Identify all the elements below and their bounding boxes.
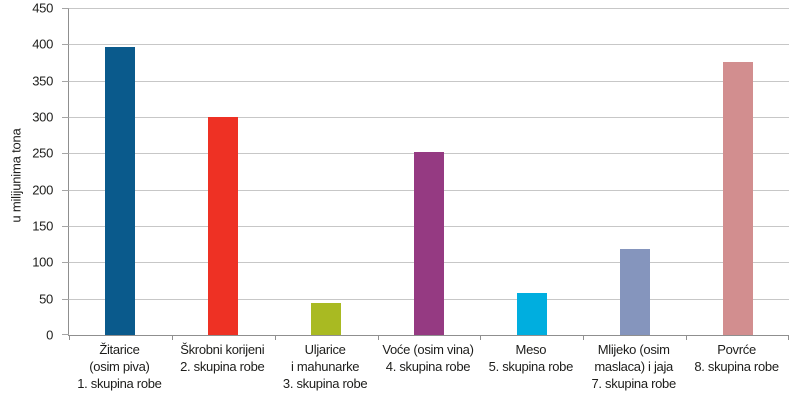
category-label-6: Mlijeko (osim maslaca) i jaja 7. skupina r… (591, 342, 677, 391)
bar-2 (208, 117, 239, 335)
y-tick-mark-400 (62, 44, 69, 46)
y-tick-label-100: 100 (32, 254, 53, 270)
x-tick-mark-4 (480, 336, 482, 340)
y-tick-mark-250 (62, 153, 69, 155)
category-label-1: Žitarice (osim piva) 1. skupina robe (77, 342, 162, 391)
x-tick-mark-5 (583, 336, 585, 340)
y-tick-mark-200 (62, 189, 69, 191)
x-tick-mark-6 (686, 336, 688, 340)
y-tick-label-250: 250 (32, 145, 53, 161)
y-axis-title: u milijunima tona (8, 128, 24, 223)
x-tick-mark-7 (788, 336, 789, 340)
y-tick-label-50: 50 (39, 291, 53, 307)
bar-4 (414, 151, 444, 335)
y-tick-mark-300 (62, 117, 69, 118)
y-tick-label-400: 400 (32, 36, 53, 52)
x-tick-mark-0 (69, 336, 70, 340)
y-tick-mark-150 (62, 226, 69, 227)
category-label-5: Meso 5. skupina robe (488, 342, 574, 374)
category-label-7: Povrće 8. skupina robe (694, 342, 779, 374)
gridline-400 (69, 44, 789, 46)
x-axis-category-labels: Žitarice (osim piva) 1. skupina robe Škrobn… (68, 341, 788, 401)
x-tick-mark-2 (274, 336, 276, 340)
y-tick-mark-100 (62, 262, 69, 264)
y-tick-mark-450 (62, 8, 69, 9)
plot-area (62, 8, 789, 340)
y-tick-mark-50 (62, 298, 69, 300)
gridline-350 (69, 80, 789, 82)
bar-1 (105, 47, 136, 335)
x-tick-mark-1 (171, 336, 173, 340)
y-tick-mark-350 (62, 80, 69, 82)
category-label-4: Voće (osim vina) 4. skupina robe (382, 342, 474, 374)
y-tick-label-0: 0 (46, 327, 53, 343)
gridline-450 (69, 8, 789, 9)
category-label-2: Škrobni korijeni 2. skupina robe (180, 342, 265, 374)
y-tick-mark-0 (62, 334, 69, 335)
y-tick-label-200: 200 (32, 182, 53, 198)
x-tick-mark-3 (377, 336, 379, 340)
bar-3 (311, 303, 342, 335)
y-tick-label-450: 450 (32, 0, 53, 16)
bar-5 (516, 292, 547, 335)
category-label-3: Uljarice i mahunarke 3. skupina robe (282, 342, 368, 391)
bar-6 (619, 248, 650, 335)
bar-7 (722, 61, 753, 335)
gridline-300 (69, 117, 789, 118)
y-tick-label-350: 350 (32, 73, 53, 89)
y-tick-label-300: 300 (32, 109, 53, 125)
y-tick-label-150: 150 (32, 218, 53, 234)
